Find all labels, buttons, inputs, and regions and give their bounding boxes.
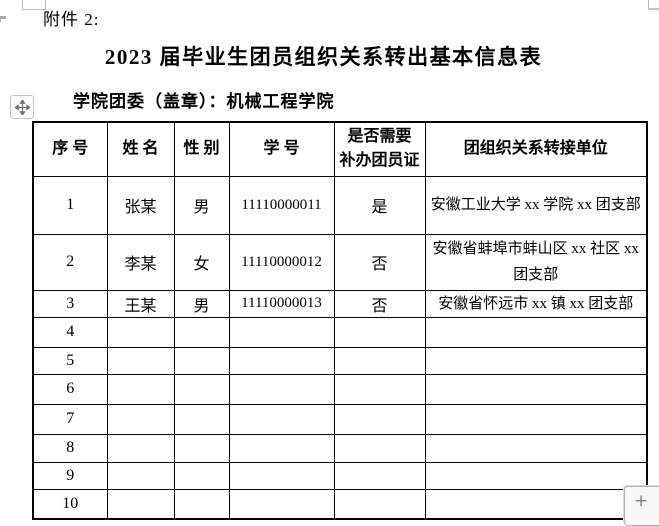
cell-no[interactable]: 8 [32, 433, 108, 463]
cell-student-id[interactable] [228, 433, 335, 463]
page-corner-mark-top-left [22, 0, 46, 10]
cell-transfer-unit[interactable] [424, 488, 648, 520]
cell-need-card[interactable]: 否 [333, 289, 426, 318]
header-no[interactable]: 序 号 [32, 121, 108, 177]
cell-student-id[interactable] [228, 488, 335, 520]
table-row: 5 [32, 346, 648, 375]
table-row: 2 李某 女 11110000012 否 安徽省蚌埠市蚌山区 xx 社区 xx … [32, 233, 648, 291]
table-header-row: 序 号 姓 名 性 别 学 号 是否需要 补办团员证 团组织关系转接单位 [32, 121, 648, 177]
table-row: 1 张某 男 11110000011 是 安徽工业大学 xx 学院 xx 团支部 [32, 175, 648, 235]
cell-name[interactable] [106, 403, 175, 435]
cell-no[interactable]: 7 [32, 403, 108, 435]
page-corner-mark-top-right [648, 0, 659, 10]
cell-no[interactable]: 5 [32, 346, 108, 375]
header-gender[interactable]: 性 别 [173, 121, 230, 177]
cell-transfer-unit[interactable]: 安徽省怀远市 xx 镇 xx 团支部 [424, 289, 648, 318]
header-need-card[interactable]: 是否需要 补办团员证 [333, 121, 426, 177]
cell-no[interactable]: 10 [32, 488, 108, 520]
cell-transfer-unit[interactable] [424, 403, 648, 435]
table-row: 9 [32, 461, 648, 490]
header-need-card-line1: 是否需要 [347, 128, 412, 146]
table-row: 6 [32, 373, 648, 405]
cell-name[interactable] [106, 488, 175, 520]
header-student-id[interactable]: 学 号 [228, 121, 335, 177]
cell-student-id[interactable] [228, 373, 335, 405]
cell-need-card[interactable] [333, 316, 426, 348]
cell-gender[interactable] [173, 346, 230, 375]
table-move-handle[interactable] [10, 95, 34, 119]
cell-no[interactable]: 1 [32, 175, 108, 235]
cell-transfer-unit[interactable]: 安徽省蚌埠市蚌山区 xx 社区 xx 团支部 [424, 233, 648, 291]
cell-gender[interactable]: 男 [173, 289, 230, 318]
cell-name[interactable] [106, 316, 175, 348]
cell-gender[interactable] [173, 461, 230, 490]
cell-transfer-unit[interactable] [424, 346, 648, 375]
cell-student-id[interactable] [228, 346, 335, 375]
cell-name[interactable] [106, 346, 175, 375]
cell-transfer-unit[interactable] [424, 316, 648, 348]
table-row: 4 [32, 316, 648, 348]
move-icon [14, 99, 30, 115]
cell-name[interactable]: 王某 [106, 289, 175, 318]
scroll-plus-button[interactable]: + [624, 486, 659, 526]
ruler-edge-mark [0, 16, 6, 22]
cell-gender[interactable]: 女 [173, 233, 230, 291]
cell-transfer-unit[interactable] [424, 461, 648, 490]
cell-student-id[interactable] [228, 403, 335, 435]
cell-gender[interactable] [173, 403, 230, 435]
cell-name[interactable] [106, 373, 175, 405]
cell-no[interactable]: 2 [32, 233, 108, 291]
attachment-label: 附件 2: [43, 10, 100, 29]
table-row: 8 [32, 433, 648, 463]
cell-no[interactable]: 9 [32, 461, 108, 490]
cell-name[interactable]: 李某 [106, 233, 175, 291]
cell-student-id[interactable]: 11110000012 [228, 233, 335, 291]
cell-transfer-unit[interactable] [424, 433, 648, 463]
cell-gender[interactable] [173, 433, 230, 463]
cell-gender[interactable]: 男 [173, 175, 230, 235]
cell-no[interactable]: 4 [32, 316, 108, 348]
cell-student-id[interactable]: 11110000013 [228, 289, 335, 318]
cell-name[interactable] [106, 461, 175, 490]
cell-gender[interactable] [173, 373, 230, 405]
cell-name[interactable]: 张某 [106, 175, 175, 235]
header-name[interactable]: 姓 名 [106, 121, 175, 177]
cell-gender[interactable] [173, 488, 230, 520]
cell-gender[interactable] [173, 316, 230, 348]
table-row: 7 [32, 403, 648, 435]
cell-transfer-unit[interactable] [424, 373, 648, 405]
table-row: 10 [32, 488, 648, 520]
stamp-line: 学院团委（盖章）：机械工程学院 [73, 92, 335, 111]
header-need-card-line2: 补办团员证 [339, 152, 420, 170]
plus-icon: + [634, 491, 649, 511]
cell-need-card[interactable] [333, 403, 426, 435]
cell-need-card[interactable] [333, 433, 426, 463]
cell-need-card[interactable]: 否 [333, 233, 426, 291]
header-transfer-unit[interactable]: 团组织关系转接单位 [424, 121, 648, 177]
cell-student-id[interactable] [228, 461, 335, 490]
member-transfer-table: 序 号 姓 名 性 别 学 号 是否需要 补办团员证 团组织关系转接单位 1 张… [32, 121, 648, 520]
cell-need-card[interactable] [333, 488, 426, 520]
cell-no[interactable]: 3 [32, 289, 108, 318]
cell-name[interactable] [106, 433, 175, 463]
cell-transfer-unit[interactable]: 安徽工业大学 xx 学院 xx 团支部 [424, 175, 648, 235]
table-row: 3 王某 男 11110000013 否 安徽省怀远市 xx 镇 xx 团支部 [32, 289, 648, 318]
cell-student-id[interactable] [228, 316, 335, 348]
cell-student-id[interactable]: 11110000011 [228, 175, 335, 235]
page-title: 2023 届毕业生团员组织关系转出基本信息表 [104, 45, 543, 69]
cell-need-card[interactable] [333, 461, 426, 490]
cell-need-card[interactable] [333, 346, 426, 375]
cell-no[interactable]: 6 [32, 373, 108, 405]
cell-need-card[interactable] [333, 373, 426, 405]
cell-need-card[interactable]: 是 [333, 175, 426, 235]
